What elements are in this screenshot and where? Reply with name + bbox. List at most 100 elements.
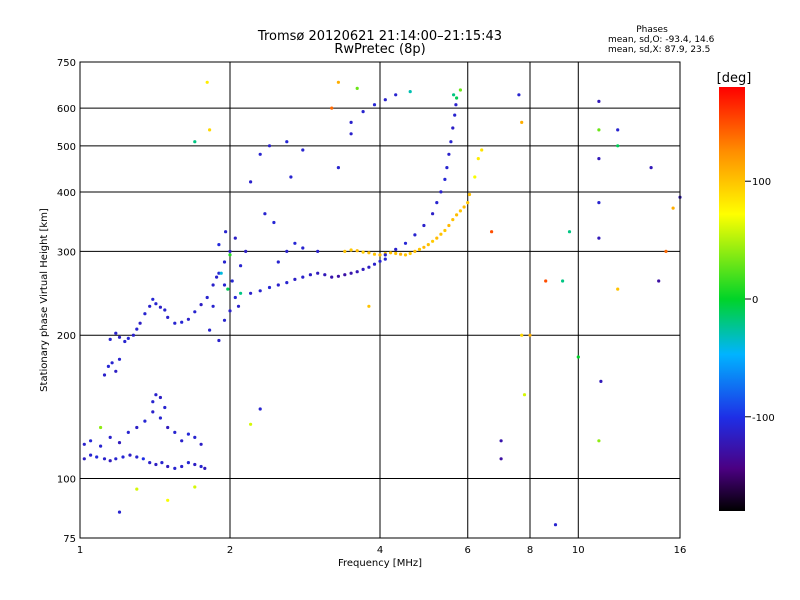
data-point — [394, 93, 398, 97]
data-point — [163, 308, 167, 312]
data-point — [499, 439, 503, 443]
data-point — [417, 247, 422, 251]
x-tick-label: 4 — [377, 545, 383, 556]
data-point — [597, 128, 601, 132]
data-point — [186, 317, 190, 321]
data-point — [413, 249, 417, 253]
data-point — [293, 241, 297, 245]
data-point — [99, 444, 103, 448]
x-tick-label: 6 — [465, 545, 471, 556]
data-point — [208, 128, 212, 132]
data-point — [222, 318, 227, 322]
data-point — [408, 251, 412, 256]
data-point — [193, 485, 197, 489]
y-tick-label: 500 — [57, 142, 76, 153]
data-point — [148, 304, 152, 308]
data-point — [597, 99, 601, 103]
data-point — [217, 338, 221, 343]
data-point — [445, 166, 449, 170]
data-point — [135, 487, 139, 491]
data-point — [208, 328, 212, 332]
data-point — [499, 457, 503, 461]
data-point — [451, 218, 455, 222]
data-point — [233, 236, 237, 240]
data-point — [126, 336, 130, 340]
data-point — [355, 270, 359, 274]
y-tick-label: 400 — [57, 188, 76, 199]
y-tick-label: 750 — [57, 58, 76, 69]
x-axis-ticks: 1 2 4 6 8 10 16 — [77, 545, 687, 556]
x-tick-label: 2 — [227, 545, 233, 556]
data-point — [228, 309, 232, 313]
data-point — [301, 275, 305, 279]
data-point — [452, 93, 456, 97]
data-point — [289, 175, 293, 179]
data-point — [226, 287, 230, 291]
data-point — [148, 461, 152, 465]
data-point — [154, 302, 158, 306]
data-point — [544, 279, 548, 283]
data-point — [447, 152, 451, 156]
data-point — [323, 273, 327, 277]
data-point — [126, 430, 130, 434]
data-point — [361, 110, 365, 114]
data-point — [355, 86, 359, 90]
data-point — [367, 304, 371, 308]
data-point — [435, 201, 439, 205]
stats-line-x: mean, sd,X: 87.9, 23.5 — [608, 45, 710, 55]
data-point — [649, 166, 653, 170]
data-point — [211, 304, 215, 308]
data-point — [217, 271, 221, 275]
stats-line-o: mean, sd,O: -93.4, 14.6 — [608, 35, 715, 45]
data-point — [336, 166, 340, 170]
data-point — [199, 303, 203, 307]
data-point — [128, 453, 132, 457]
data-point — [426, 243, 430, 247]
data-point — [431, 212, 435, 216]
data-point — [372, 103, 377, 107]
stats-heading: Phases — [636, 25, 668, 35]
data-point — [263, 212, 267, 216]
data-point — [193, 462, 197, 467]
data-point — [102, 457, 107, 461]
data-point — [431, 239, 435, 243]
data-point — [205, 80, 209, 84]
data-point — [131, 333, 135, 337]
x-tick-label: 8 — [527, 545, 533, 556]
data-point — [272, 220, 276, 225]
data-point — [522, 393, 527, 397]
data-point — [141, 457, 145, 461]
data-point — [82, 442, 86, 446]
data-point — [258, 407, 262, 411]
data-point — [316, 249, 320, 253]
data-point — [520, 120, 524, 124]
data-point — [355, 249, 359, 253]
data-point — [217, 243, 221, 247]
data-point — [117, 510, 122, 514]
data-point — [422, 245, 426, 249]
data-point — [258, 152, 262, 156]
x-tick-label: 10 — [572, 545, 585, 556]
data-point — [664, 249, 668, 253]
data-point — [597, 236, 601, 240]
data-point — [186, 461, 190, 465]
data-point — [276, 283, 280, 287]
data-point — [451, 126, 455, 130]
data-point — [99, 425, 103, 430]
colorbar-tick-label: -100 — [752, 413, 775, 424]
data-point — [383, 253, 387, 257]
colorbar-label: [deg] — [717, 71, 752, 86]
data-point — [349, 271, 353, 275]
data-point — [222, 260, 227, 264]
data-point — [173, 430, 177, 434]
data-point — [205, 295, 209, 300]
data-point — [447, 223, 451, 228]
data-point — [114, 331, 118, 335]
data-point — [285, 140, 289, 144]
data-point — [267, 285, 272, 290]
data-point — [454, 103, 458, 107]
data-point — [480, 148, 484, 152]
data-point — [599, 379, 603, 383]
data-point — [180, 439, 184, 443]
